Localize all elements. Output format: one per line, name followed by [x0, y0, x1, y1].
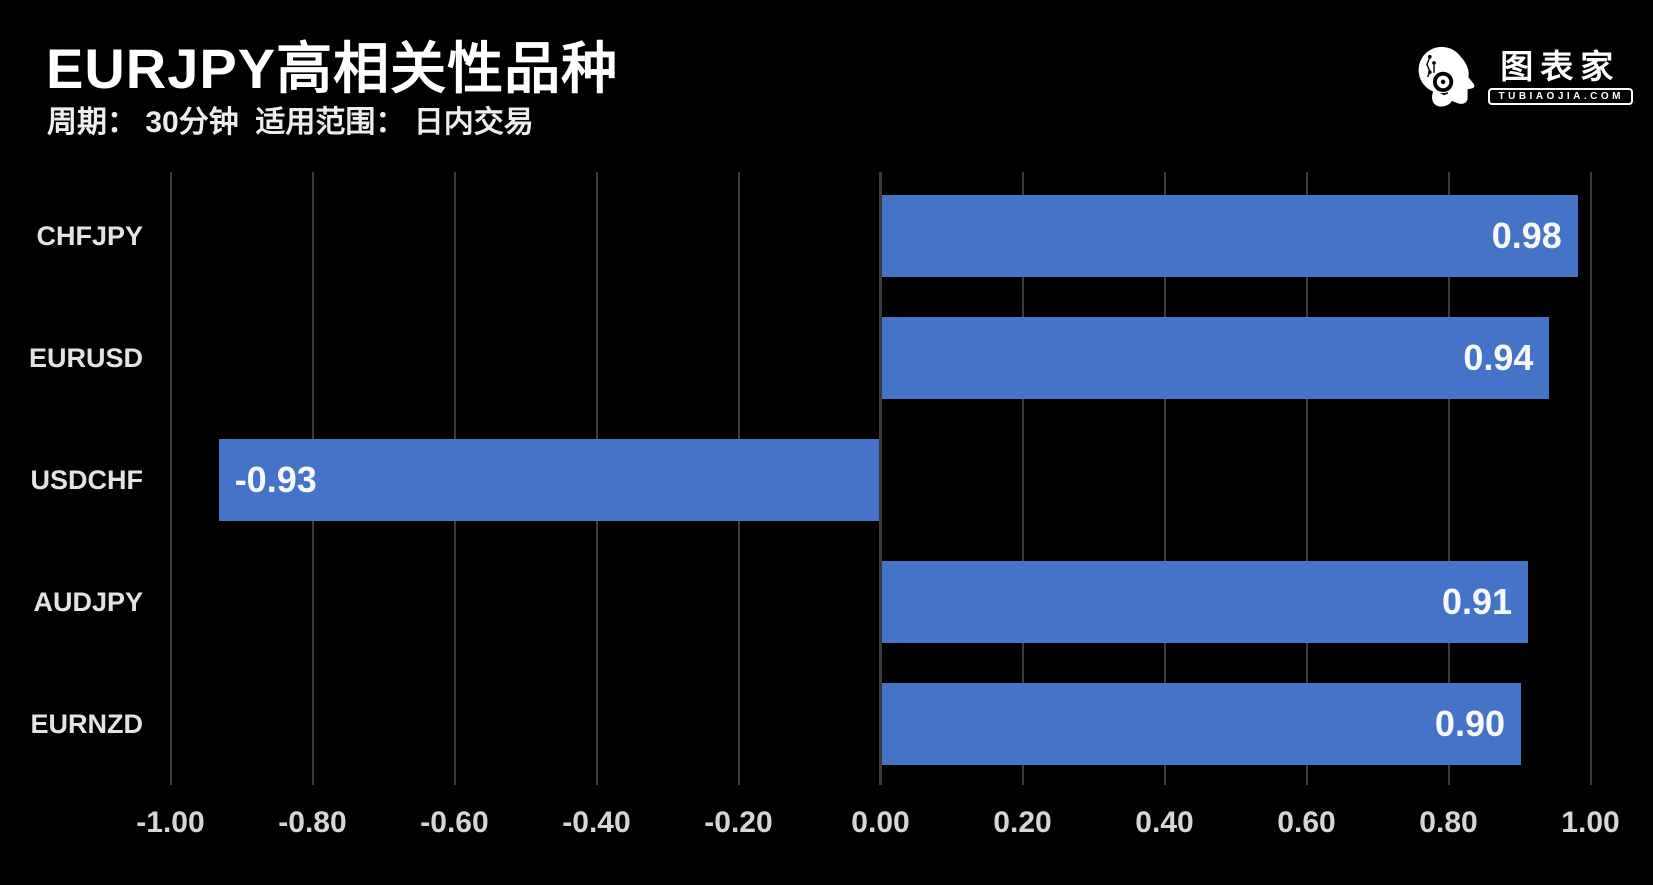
bar: 0.94	[882, 317, 1550, 399]
category-label: EURNZD	[30, 709, 144, 739]
x-tick-label: 0.60	[1277, 806, 1336, 839]
zero-axis-line	[879, 172, 882, 785]
bar: 0.98	[882, 195, 1578, 277]
x-tick-label: -0.80	[278, 806, 347, 839]
gridline	[1447, 172, 1450, 785]
bar: -0.93	[218, 439, 879, 521]
x-tick-label: -0.20	[704, 806, 773, 839]
gridline	[1021, 172, 1024, 785]
bar-value-label: 0.90	[1434, 703, 1505, 744]
x-tick-label: -0.40	[562, 806, 631, 839]
brand-name: 图表家	[1500, 47, 1621, 85]
page-subtitle: 周期： 30分钟 适用范围： 日内交易	[47, 106, 534, 139]
bar: 0.90	[882, 683, 1521, 765]
bar: 0.91	[882, 561, 1529, 643]
brand-domain-badge: TUBIAOJIA.COM	[1487, 87, 1633, 105]
x-tick-label: 0.20	[993, 806, 1052, 839]
category-label: AUDJPY	[33, 587, 143, 617]
bar-value-label: 0.91	[1442, 581, 1513, 622]
x-tick-label: 0.40	[1135, 806, 1194, 839]
gridline	[1589, 172, 1592, 785]
bar-value-label: 0.94	[1463, 337, 1534, 378]
category-label: CHFJPY	[36, 221, 143, 251]
category-label: USDCHF	[30, 465, 144, 495]
gridline	[1305, 172, 1308, 785]
page-title: EURJPY高相关性品种	[46, 37, 619, 100]
bar-value-label: -0.93	[234, 459, 317, 500]
x-tick-label: 0.80	[1419, 806, 1478, 839]
bar-value-label: 0.98	[1491, 215, 1562, 256]
brand-logo: 图表家 TUBIAOJIA.COM	[1412, 42, 1633, 112]
helmet-head-icon	[1418, 46, 1474, 107]
gridline	[169, 172, 172, 785]
category-label: EURUSD	[28, 343, 143, 373]
x-tick-label: 0.00	[851, 806, 910, 839]
gridline	[1163, 172, 1166, 785]
brand-text-block: 图表家 TUBIAOJIA.COM	[1487, 47, 1633, 105]
x-tick-label: -0.60	[420, 806, 489, 839]
x-tick-label: -1.00	[136, 806, 205, 839]
x-tick-label: 1.00	[1561, 806, 1620, 839]
